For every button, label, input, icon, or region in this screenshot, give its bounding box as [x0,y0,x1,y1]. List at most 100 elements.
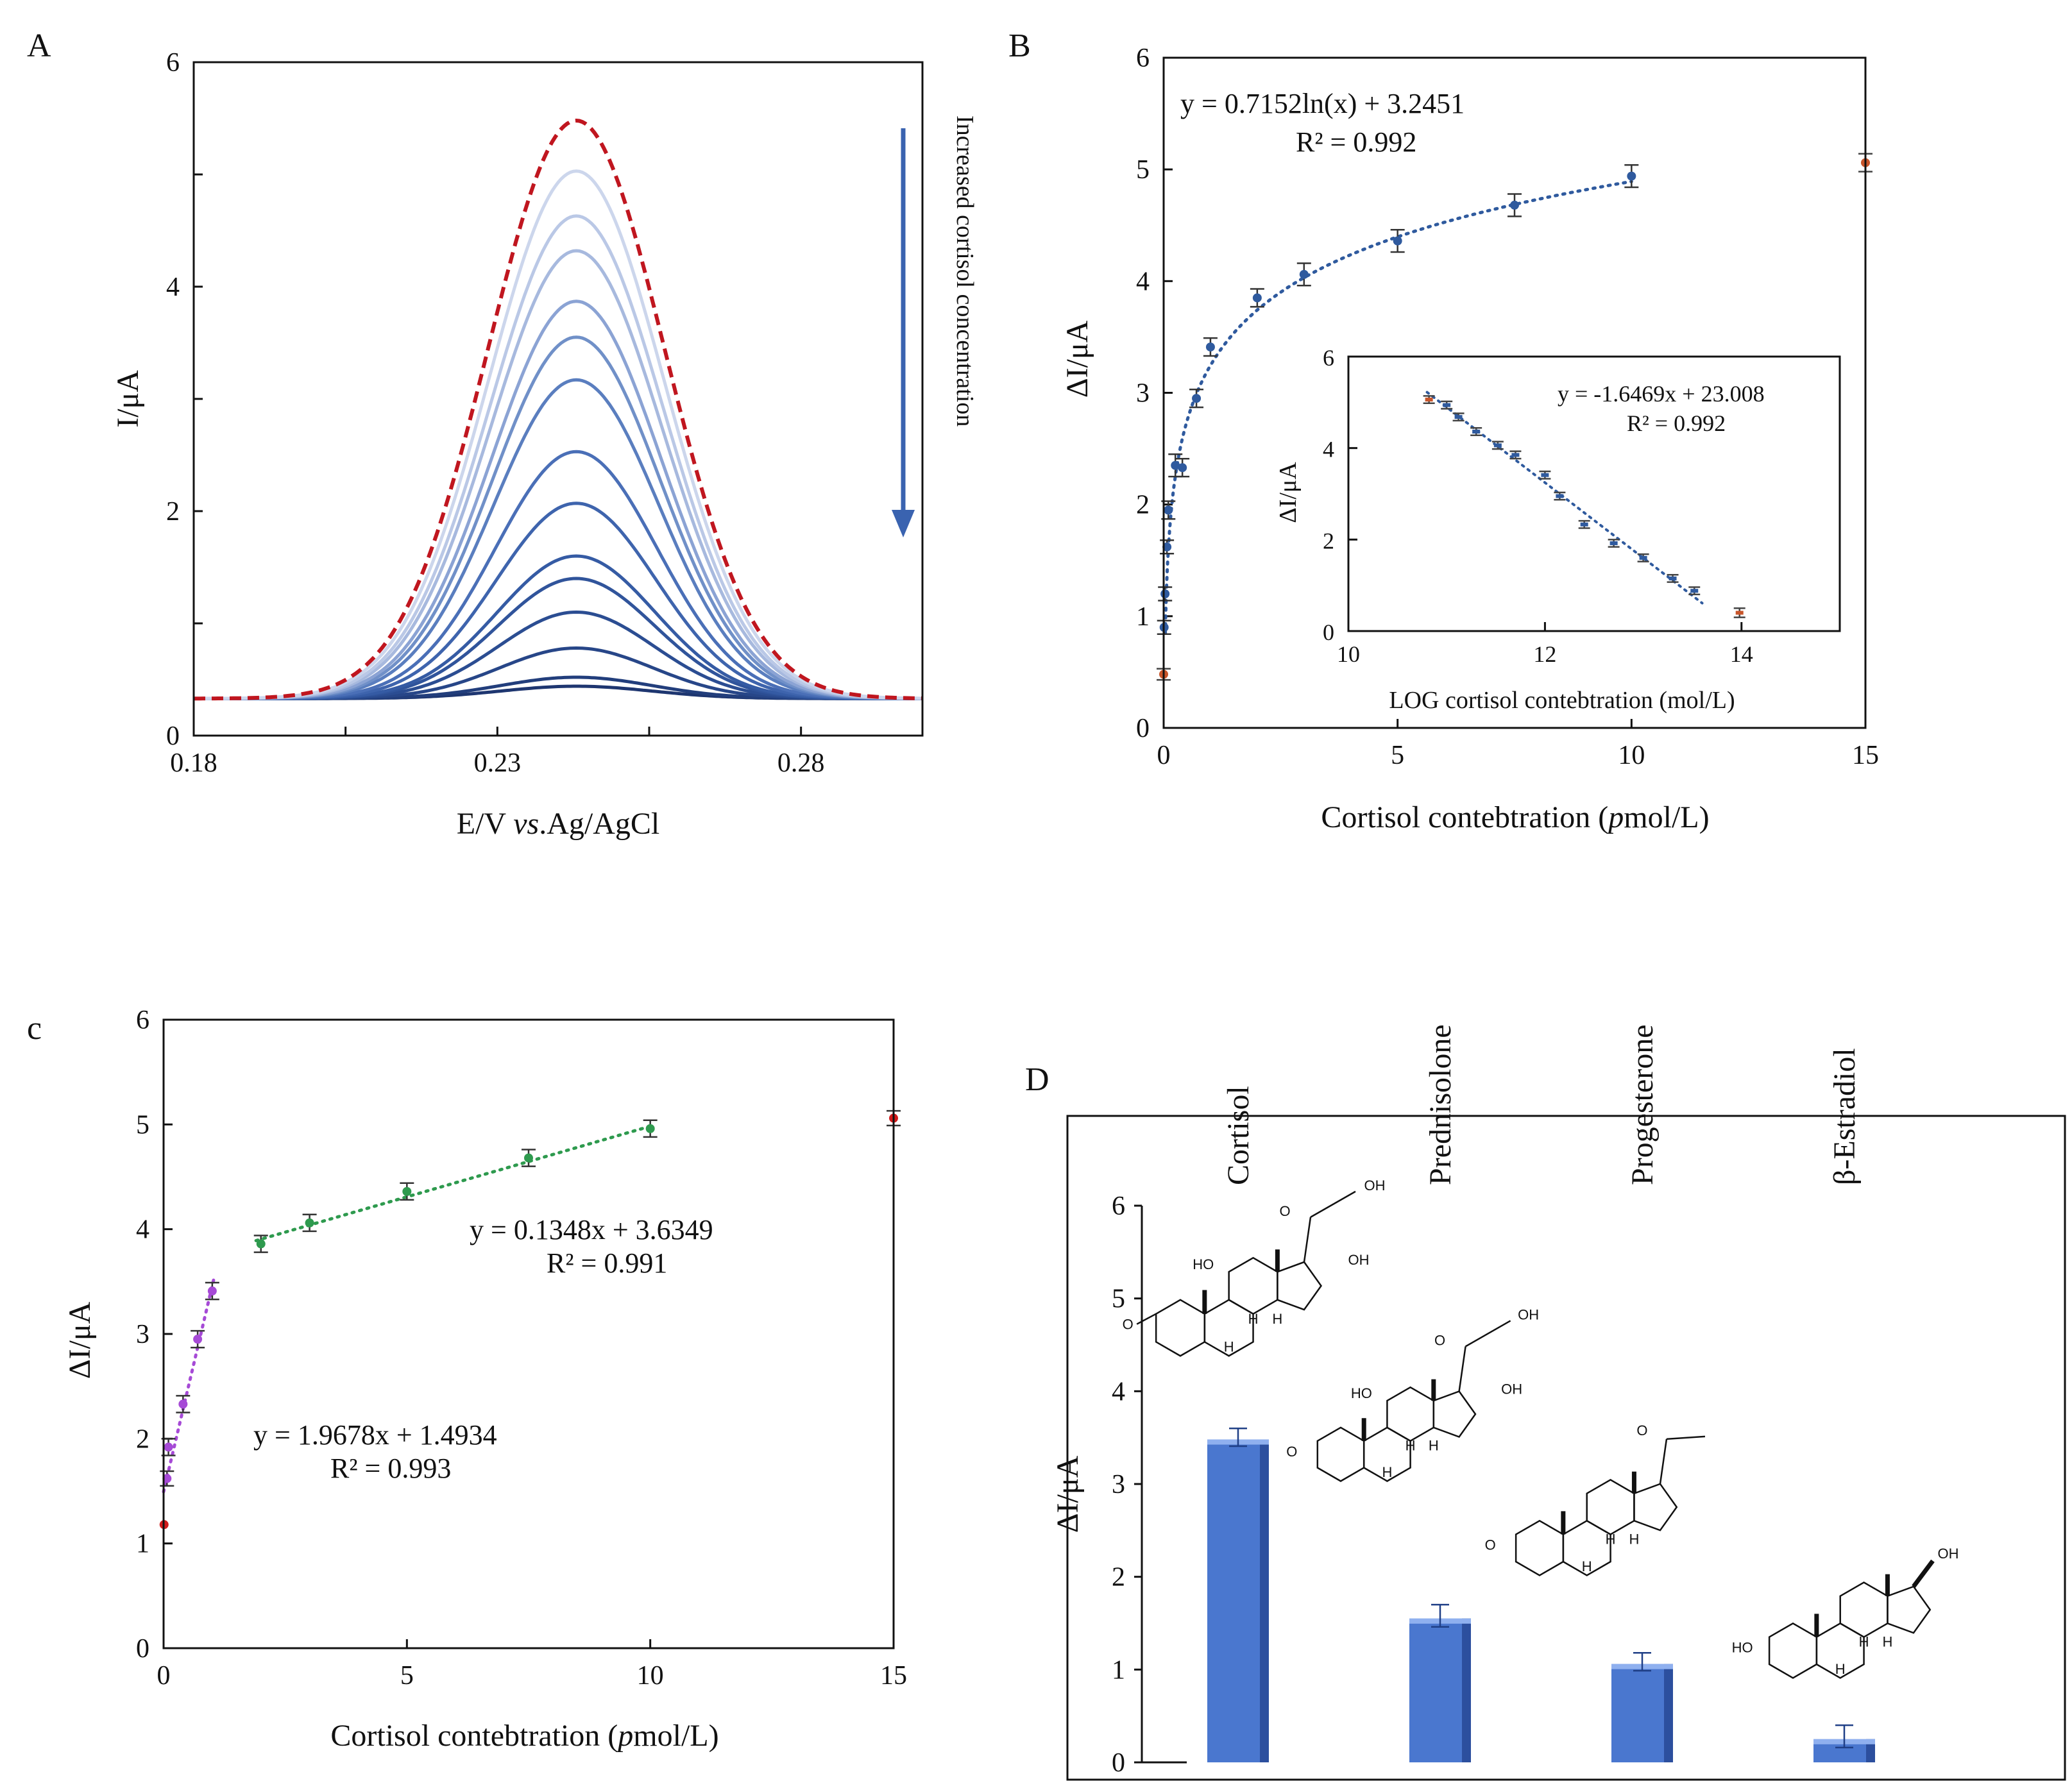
y-tick-label: 0 [1323,620,1334,645]
inset-data-point [1639,555,1647,560]
x-tick-label: 10 [1618,741,1645,770]
panel-c-label: c [27,1010,42,1047]
y-tick-label: 6 [166,48,180,78]
x-tick-label: 5 [1391,741,1404,770]
y-tick-label: 3 [1112,1470,1125,1499]
y-tick-label: 1 [1136,602,1150,632]
molecule-label: O [1485,1537,1496,1553]
panel-a-frame [192,61,924,737]
inset-data-point [1541,473,1549,477]
panel-d-border [1066,1115,2066,1781]
molecule-label: O [1434,1332,1445,1348]
dpv-curve-c1 [194,169,922,700]
x-tick-label: 5 [400,1661,414,1691]
molecule-label: H [1882,1633,1892,1649]
molecule-label: OH [1348,1252,1370,1268]
x-tick-label: 10 [1337,641,1360,667]
inset-r2: R² = 0.992 [1627,410,1726,436]
molecule-label: O [1636,1422,1647,1438]
inset-data-point [1669,576,1677,580]
progesterone-ring-d [1633,1483,1678,1531]
inset-data-point [1472,429,1481,434]
inset-data-point [1556,494,1564,498]
molecule-label: H [1382,1464,1392,1480]
y-tick-label: 1 [136,1530,149,1559]
y-tick-label: 6 [1136,44,1150,73]
molecule-label: OH [1937,1546,1958,1562]
data-point [1205,342,1215,352]
panel-d-label: D [1025,1061,1049,1098]
y-tick-label: 4 [1112,1377,1125,1406]
data-point [256,1239,266,1249]
y-tick-label: 6 [1112,1192,1125,1221]
category-label-progesterone: Progesterone [1626,1024,1660,1185]
y-tick-label: 4 [1136,267,1150,296]
molecule-label: O [1286,1444,1297,1460]
panel-d-ylabel: ΔI/μA [1051,1455,1085,1533]
inset-data-point [1425,398,1433,402]
inset-equation: y = -1.6469x + 23.008 [1558,381,1765,407]
bar-shadow [1664,1664,1673,1762]
bar-shadow [1462,1618,1471,1762]
panel-b-equation: y = 0.7152ln(x) + 3.2451 [1180,88,1465,119]
y-tick-label: 4 [136,1215,149,1245]
panel-b-ylabel: ΔI/μA [1060,320,1094,398]
y-tick-label: 0 [136,1634,149,1664]
molecule-label: H [1405,1437,1416,1453]
molecule-label: HO [1732,1640,1753,1656]
fit-line-high-range [254,1124,652,1242]
inset-data-point [1735,611,1744,615]
concentration-annotation: Increased cortisol concentration [951,115,978,426]
molecule-label: OH [1501,1381,1522,1397]
cortisol-ring-d [1277,1261,1323,1311]
inset-data-point [1454,415,1463,419]
y-tick-label: 0 [166,721,180,751]
y-tick-label: 2 [166,497,180,527]
x-tick-label: 12 [1533,641,1556,667]
data-point [1192,394,1202,403]
y-tick-label: 1 [1112,1655,1125,1685]
molecule-label: O [1279,1203,1290,1219]
high-range-equation: y = 0.1348x + 3.6349 [470,1214,713,1245]
molecule-label: H [1224,1339,1234,1355]
molecule-label: H [1429,1437,1439,1453]
x-tick-label: 0 [157,1661,171,1691]
molecule-label: OH [1364,1177,1386,1193]
inset-xlabel: LOG cortisol contebtration (mol/L) [1389,687,1735,714]
data-point [524,1153,533,1163]
estradiol-hydroxyl [1912,1559,1935,1588]
data-point [193,1335,203,1344]
category-label-cortisol: Cortisol [1221,1086,1255,1185]
molecule-label: H [1248,1311,1259,1327]
panel-a-ylabel: I/μA [111,370,145,428]
y-tick-label: 2 [1112,1563,1125,1592]
category-label-prednisolone: Prednisolone [1423,1024,1457,1185]
inset-frame [1347,355,1841,632]
data-point [1171,460,1180,470]
concentration-arrow-head [892,510,915,537]
panel-c-ylabel: ΔI/μA [63,1301,97,1379]
progesterone-ring-a [1515,1519,1565,1576]
y-tick-label: 6 [136,1006,149,1035]
molecule-label: H [1835,1661,1846,1677]
y-tick-label: 0 [1136,714,1150,743]
estradiol-ring-a [1768,1622,1818,1679]
data-point [645,1124,655,1133]
molecule-label: HO [1193,1256,1214,1272]
molecule-label: H [1582,1558,1592,1574]
panel-b-xlabel: Cortisol contebtration (pmol/L) [1321,800,1709,834]
panel-c-frame [162,1018,895,1649]
low-range-r2: R² = 0.993 [330,1453,451,1484]
panel-a-xlabel: E/V vs.Ag/AgCl [457,807,659,841]
prednisolone-sidechain [1458,1346,1466,1392]
x-tick-label: 0.23 [474,748,522,778]
prednisolone-sidechain [1465,1320,1511,1347]
molecule-label: HO [1351,1385,1372,1401]
x-tick-label: 14 [1730,641,1753,667]
data-point [1393,236,1402,246]
data-point [207,1286,217,1296]
cortisol-ring-a [1155,1299,1206,1357]
bar-cortisol [1207,1439,1269,1762]
